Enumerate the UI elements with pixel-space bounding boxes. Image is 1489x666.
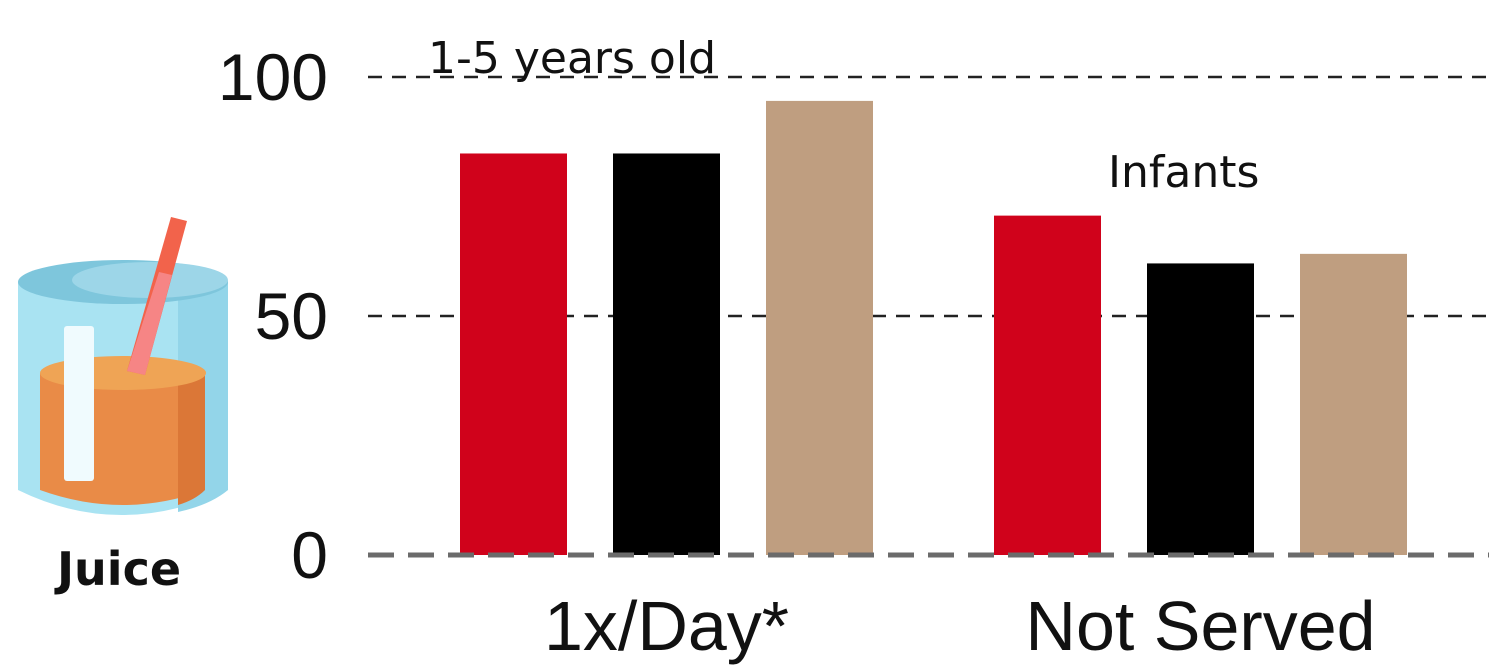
bar xyxy=(1300,253,1407,556)
y-tick-label: 0 xyxy=(291,518,328,592)
gridlines xyxy=(368,75,1489,318)
y-tick-label: 50 xyxy=(255,279,328,353)
annotation-infants: Infants xyxy=(1108,147,1259,198)
category-labels: 1x/Day* Not Served xyxy=(544,587,1376,665)
bar xyxy=(613,153,720,556)
category-label: 1x/Day* xyxy=(544,587,789,665)
bar xyxy=(460,153,567,556)
y-tick-labels: 0 50 100 xyxy=(218,40,328,592)
bar xyxy=(766,100,873,556)
juice-glass-icon xyxy=(18,217,228,515)
category-label: Not Served xyxy=(1025,587,1375,665)
annotation-age-group: 1-5 years old xyxy=(428,33,716,84)
bars xyxy=(460,100,1407,556)
juice-label: Juice xyxy=(54,542,181,596)
y-tick-label: 100 xyxy=(218,40,328,114)
bar xyxy=(994,215,1101,555)
bar xyxy=(1147,263,1254,555)
